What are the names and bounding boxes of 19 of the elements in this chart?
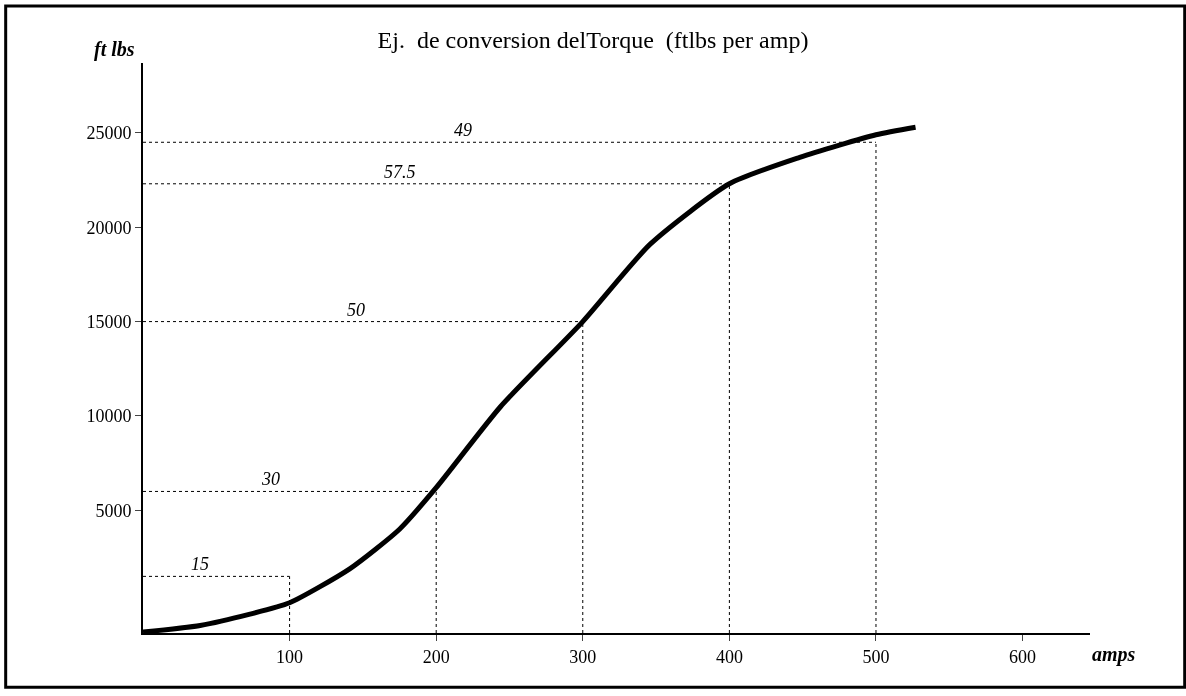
annotation: 15	[191, 554, 209, 574]
y-tick-label: 15000	[86, 311, 132, 332]
annotation: 50	[347, 300, 365, 320]
chart-title: Ej. de conversion delTorque (ftlbs per amp)	[377, 27, 809, 54]
annotation: 30	[261, 469, 280, 489]
x-tick-label: 600	[1009, 646, 1037, 667]
x-axis-title: amps	[1092, 643, 1136, 666]
x-tick-label: 300	[569, 646, 597, 667]
annotation: 49	[454, 120, 472, 140]
y-tick-label: 20000	[86, 217, 132, 238]
y-tick-label: 5000	[95, 500, 132, 521]
y-axis-title: ft lbs	[94, 38, 135, 61]
x-tick-label: 100	[276, 646, 304, 667]
y-tick-label: 25000	[86, 123, 132, 144]
x-tick-label: 500	[862, 646, 890, 667]
y-tick-label: 10000	[86, 406, 132, 427]
x-tick-label: 400	[715, 646, 743, 667]
x-tick-label: 200	[422, 646, 450, 667]
annotation: 57.5	[384, 162, 416, 182]
